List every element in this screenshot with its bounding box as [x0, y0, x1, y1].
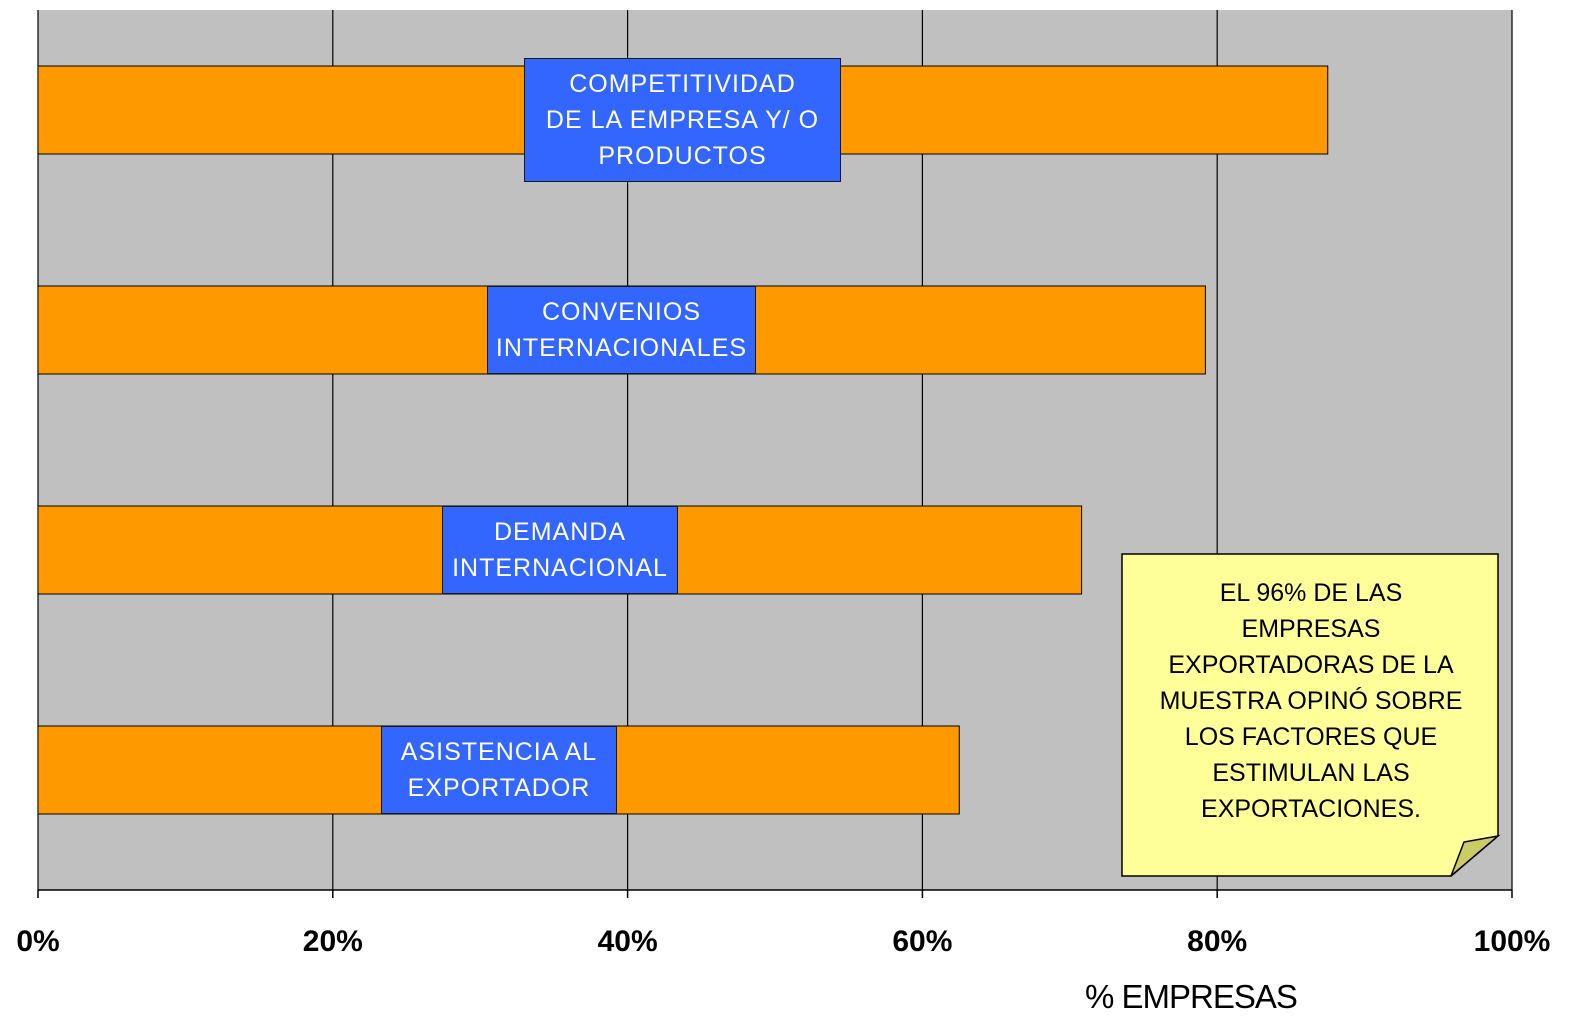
note-fold	[1450, 834, 1501, 877]
x-tick-label: 40%	[597, 925, 658, 958]
x-tick-label: 60%	[892, 925, 953, 958]
x-tick-label: 20%	[302, 925, 363, 958]
note-text: EL 96% DE LAS EMPRESAS EXPORTADORAS DE L…	[1159, 579, 1463, 823]
x-tick-label: 100%	[1473, 925, 1551, 958]
x-tick-label: 0%	[16, 925, 60, 958]
bar-category-label: DEMANDA INTERNACIONAL	[442, 506, 678, 594]
x-axis-label: % EMPRESAS	[1085, 978, 1298, 1015]
bar-category-label: COMPETITIVIDAD DE LA EMPRESA Y/ O PRODUC…	[524, 58, 841, 182]
sticky-note	[1121, 553, 1501, 877]
bar-category-label: ASISTENCIA AL EXPORTADOR	[381, 726, 617, 814]
bar-category-label: CONVENIOS INTERNACIONALES	[487, 286, 756, 374]
x-tick-label: 80%	[1187, 925, 1248, 958]
